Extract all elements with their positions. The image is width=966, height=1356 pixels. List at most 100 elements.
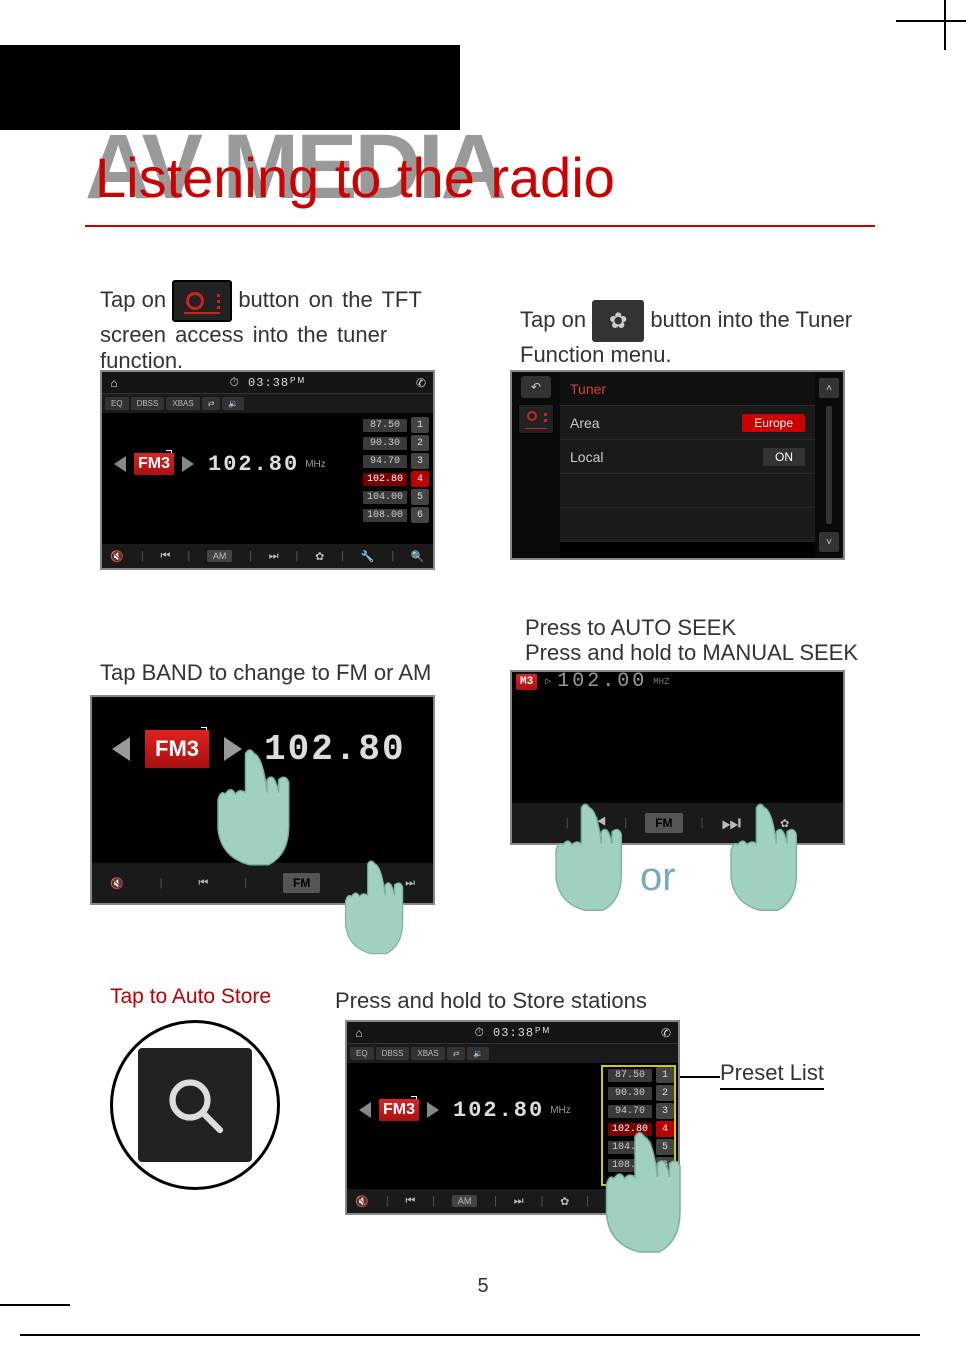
fm-button[interactable]: FM	[645, 813, 682, 833]
menu-scrollbar[interactable]: ˄ ˅	[815, 372, 843, 558]
caption-autostore: Tap to Auto Store	[110, 985, 271, 1009]
eq-button[interactable]: EQ	[350, 1047, 374, 1060]
eq-button[interactable]: XBAS	[411, 1047, 444, 1060]
menu-row-empty	[560, 508, 815, 542]
phone-icon[interactable]: ✆	[654, 1026, 678, 1040]
preset-row[interactable]: 90.302	[363, 435, 429, 451]
separator: |	[160, 877, 163, 889]
wrench-icon[interactable]: 🔧	[361, 550, 375, 563]
mute-icon[interactable]: 🔇	[355, 1195, 369, 1208]
prev-icon[interactable]: ⏮	[198, 877, 208, 890]
separator: |	[391, 550, 394, 562]
prev-icon[interactable]: ⏮	[161, 550, 171, 563]
scroll-down-icon[interactable]: ˅	[819, 532, 839, 552]
text: Tap on	[520, 307, 586, 332]
gear-icon[interactable]: ✿	[560, 1195, 569, 1208]
preset-row[interactable]: 108.00 6	[363, 507, 429, 523]
eq-button[interactable]: DBSS	[376, 1047, 410, 1060]
hand-pointer	[342, 852, 412, 962]
home-icon[interactable]: ⌂	[102, 376, 126, 390]
left-tri-icon[interactable]	[114, 456, 126, 472]
preset-row[interactable]: 87.501	[363, 417, 429, 433]
separator: |	[386, 1195, 389, 1207]
mute-icon[interactable]: 🔇	[110, 550, 124, 563]
radio-screenshot-main: ⌂ ⏱ 03:38ᴾᴹ ✆ EQ DBSS XBAS ⇄ 🔉 FM3 102.8…	[100, 370, 435, 570]
band-button[interactable]: AM	[452, 1195, 478, 1207]
crop-mark	[896, 20, 966, 22]
tuner-icon[interactable]	[518, 404, 554, 434]
preset-num: 2	[656, 1085, 674, 1101]
band-badge[interactable]: FM3	[377, 1097, 421, 1123]
scroll-up-icon[interactable]: ˄	[819, 378, 839, 398]
caption-seek2: Press and hold to MANUAL SEEK	[525, 640, 858, 666]
eq-button[interactable]: 🔉	[222, 397, 244, 410]
gear-icon[interactable]: ✿	[315, 550, 324, 563]
crop-mark	[944, 0, 946, 50]
menu-row-empty	[560, 474, 815, 508]
preset-freq: 87.50	[608, 1069, 652, 1082]
separator: |	[187, 550, 190, 562]
page-title: Listening to the radio	[95, 145, 615, 210]
tuner-icon	[172, 280, 232, 322]
preset-num: 3	[411, 453, 429, 469]
mhz-label: MHZ	[653, 677, 673, 687]
next-icon[interactable]: ⏭	[514, 1195, 524, 1208]
preset-list-line	[680, 1076, 720, 1078]
separator: |	[701, 817, 704, 829]
eq-button[interactable]: DBSS	[131, 397, 165, 410]
eq-button[interactable]: ⇄	[447, 1047, 466, 1060]
home-icon[interactable]: ⌂	[347, 1026, 371, 1040]
preset-row[interactable]: 87.501	[608, 1067, 674, 1083]
eq-button[interactable]: EQ	[105, 397, 129, 410]
caption-store: Press and hold to Store stations	[335, 988, 647, 1014]
eq-row: EQ DBSS XBAS ⇄ 🔉	[347, 1044, 678, 1063]
separator: |	[494, 1195, 497, 1207]
menu-title: Tuner	[570, 381, 805, 397]
band-button[interactable]: AM	[207, 550, 233, 562]
preset-row[interactable]: 94.70 3	[608, 1103, 674, 1119]
fm-button[interactable]: FM	[283, 873, 320, 893]
menu-row-area[interactable]: AreaEurope	[560, 406, 815, 440]
eq-button[interactable]: XBAS	[166, 397, 199, 410]
back-icon[interactable]: ↶	[521, 376, 551, 398]
mhz-label: MHz	[305, 459, 326, 470]
or-label: or	[640, 855, 676, 900]
right-tri-icon[interactable]	[182, 456, 194, 472]
preset-list-label: Preset List	[720, 1060, 824, 1090]
tuner-menu-screenshot: ↶ Tuner AreaEurope LocalON ˄ ˅	[510, 370, 845, 560]
preset-freq: 102.80	[363, 473, 407, 486]
preset-row[interactable]: 90.302	[608, 1085, 674, 1101]
left-tri-icon[interactable]	[112, 737, 130, 761]
right-tri-icon[interactable]	[427, 1102, 439, 1118]
band-label: FM3	[155, 736, 199, 762]
menu-row-local[interactable]: LocalON	[560, 440, 815, 474]
separator: |	[540, 1195, 543, 1207]
preset-num: 3	[656, 1103, 674, 1119]
preset-num: 6	[411, 507, 429, 523]
gear-icon	[592, 300, 644, 342]
menu-value: Europe	[742, 414, 805, 432]
hand-pointer	[602, 1122, 692, 1262]
eq-button[interactable]: ⇄	[202, 397, 221, 410]
band-badge[interactable]: FM3	[132, 451, 176, 477]
search-icon[interactable]: 🔍	[411, 550, 425, 563]
mute-icon[interactable]: 🔇	[110, 877, 124, 890]
caption-band: Tap BAND to change to FM or AM	[100, 660, 431, 686]
preset-freq: 94.70	[608, 1105, 652, 1118]
preset-row[interactable]: 104.005	[363, 489, 429, 505]
preset-row[interactable]: 102.804	[363, 471, 429, 487]
prev-icon[interactable]: ⏮	[406, 1195, 416, 1208]
next-icon[interactable]: ⏭	[269, 550, 279, 563]
band-label: FM3	[138, 455, 170, 473]
left-tri-icon[interactable]	[359, 1102, 371, 1118]
page-number: 5	[477, 1275, 488, 1298]
search-icon-large[interactable]	[138, 1048, 253, 1163]
preset-row[interactable]: 94.70 3	[363, 453, 429, 469]
eq-button[interactable]: 🔉	[467, 1047, 489, 1060]
preset-freq: 108.00	[363, 509, 407, 522]
preset-freq: 94.70	[363, 455, 407, 468]
store-screenshot: ⌂ ⏱ 03:38ᴾᴹ ✆ EQ DBSS XBAS ⇄ 🔉 FM3 102.8…	[345, 1020, 680, 1215]
separator: |	[432, 1195, 435, 1207]
phone-icon[interactable]: ✆	[409, 376, 433, 390]
band-badge[interactable]: FM3	[142, 727, 212, 771]
